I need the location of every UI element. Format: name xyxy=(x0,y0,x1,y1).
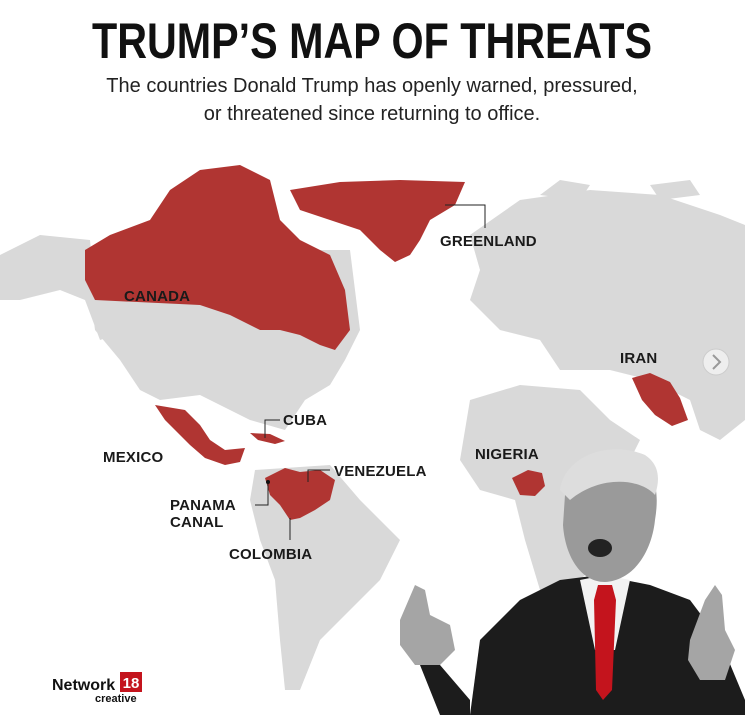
logo-number: 18 xyxy=(123,675,140,692)
south-america xyxy=(250,465,400,690)
left-hand xyxy=(400,585,455,665)
nigeria xyxy=(512,470,545,496)
country-label: GREENLAND xyxy=(440,233,537,250)
mexico xyxy=(155,405,245,465)
mouth xyxy=(588,539,612,557)
leader-line xyxy=(255,482,269,506)
canada xyxy=(85,165,350,350)
hair xyxy=(560,449,658,500)
country-label: VENEZUELA xyxy=(334,463,427,480)
country-label: CANADA xyxy=(124,288,190,305)
chevron-icon xyxy=(712,354,722,370)
right-hand xyxy=(688,585,735,680)
country-label: PANAMA xyxy=(170,497,236,514)
panama-marker xyxy=(266,480,270,484)
world-map xyxy=(0,165,745,690)
colombia-venezuela xyxy=(265,468,335,520)
logo-tagline: creative xyxy=(95,693,137,705)
country-label: CANAL xyxy=(170,514,224,531)
eurasia xyxy=(470,190,745,440)
logo: Network 18 creative xyxy=(52,672,142,705)
tie xyxy=(594,585,616,700)
leader-lines xyxy=(255,204,486,540)
iran xyxy=(632,373,688,426)
country-label: NIGERIA xyxy=(475,446,539,463)
next-button-bg[interactable] xyxy=(702,348,730,376)
country-label: CUBA xyxy=(283,412,327,429)
greenland xyxy=(290,180,465,262)
logo-name: Network xyxy=(52,677,115,694)
leader-line xyxy=(264,419,280,438)
left-sleeve xyxy=(420,665,470,715)
africa xyxy=(460,385,640,600)
trump-photo xyxy=(400,449,745,715)
cuba xyxy=(250,433,285,444)
next-button[interactable] xyxy=(702,348,730,376)
leader-line xyxy=(307,469,330,482)
title: TRUMP’S MAP OF THREATS xyxy=(92,13,652,69)
logo-badge xyxy=(120,672,142,692)
leader-line xyxy=(445,204,486,228)
country-label: MEXICO xyxy=(103,449,164,466)
country-label: COLOMBIA xyxy=(229,546,312,563)
arctic-islands xyxy=(540,180,700,200)
country-label: IRAN xyxy=(620,350,657,367)
subtitle-line: The countries Donald Trump has openly wa… xyxy=(106,75,637,97)
subtitle-line: or threatened since returning to office. xyxy=(204,103,541,125)
